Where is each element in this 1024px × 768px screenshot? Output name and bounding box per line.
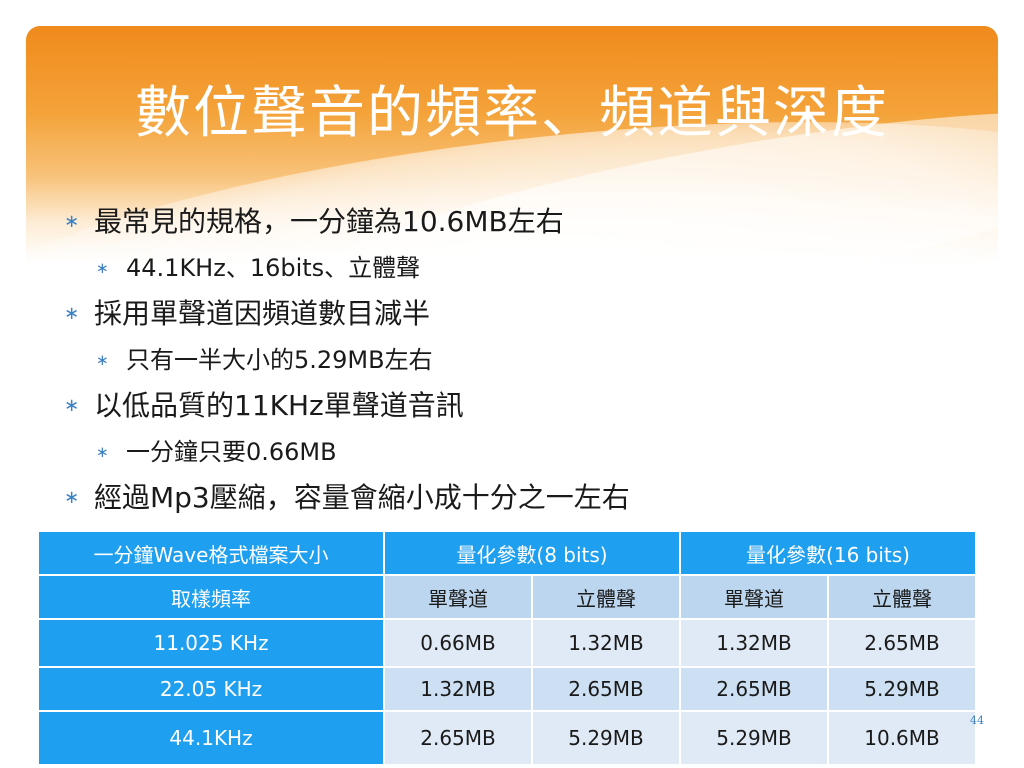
bullet-text: 只有一半大小的5.29MB左右 <box>126 346 433 374</box>
table-row: 11.025 KHz 0.66MB 1.32MB 1.32MB 2.65MB <box>37 618 978 668</box>
slide-title: 數位聲音的頻率、頻道與深度 <box>135 81 889 146</box>
table-subheader-cell: 取樣頻率 <box>37 574 385 620</box>
bullet-star-icon: ∗ <box>96 259 109 277</box>
file-size-table: 一分鐘Wave格式檔案大小 量化參數(8 bits) 量化參數(16 bits)… <box>37 530 978 766</box>
table-row: 22.05 KHz 1.32MB 2.65MB 2.65MB 5.29MB <box>37 666 978 712</box>
table-cell: 10.6MB <box>827 710 978 766</box>
bullet-star-icon: ∗ <box>96 351 109 369</box>
bullet-star-icon: ∗ <box>64 303 80 324</box>
table-cell: 5.29MB <box>827 666 978 712</box>
table-row-header: 22.05 KHz <box>37 666 385 712</box>
table-row-header: 44.1KHz <box>37 710 385 766</box>
table-row-header: 11.025 KHz <box>37 618 385 668</box>
sub-bullet-item: ∗ 一分鐘只要0.66MB <box>60 430 960 474</box>
bullet-item: ∗ 以低品質的11KHz單聲道音訊 <box>60 382 960 430</box>
table-header-cell: 一分鐘Wave格式檔案大小 <box>37 530 385 576</box>
table-header-cell: 量化參數(8 bits) <box>382 530 682 576</box>
bullet-list: ∗ 最常見的規格，一分鐘為10.6MB左右 ∗ 44.1KHz、16bits、立… <box>60 198 960 522</box>
bullet-text: 一分鐘只要0.66MB <box>126 438 337 466</box>
table-cell: 1.32MB <box>383 666 533 712</box>
table-header-row: 一分鐘Wave格式檔案大小 量化參數(8 bits) 量化參數(16 bits) <box>37 530 978 576</box>
bullet-star-icon: ∗ <box>64 487 80 508</box>
bullet-item: ∗ 經過Mp3壓縮，容量會縮小成十分之一左右 <box>60 474 960 522</box>
bullet-text: 44.1KHz、16bits、立體聲 <box>126 254 421 282</box>
bullet-text: 採用單聲道因頻道數目減半 <box>94 297 431 330</box>
title-banner <box>26 26 998 276</box>
table-row: 44.1KHz 2.65MB 5.29MB 5.29MB 10.6MB <box>37 710 978 766</box>
table-cell: 2.65MB <box>679 666 830 712</box>
bullet-text: 經過Mp3壓縮，容量會縮小成十分之一左右 <box>94 481 630 514</box>
table-subheader-row: 取樣頻率 單聲道 立體聲 單聲道 立體聲 <box>37 574 978 620</box>
table-subheader-cell: 立體聲 <box>827 574 978 620</box>
table-subheader-cell: 單聲道 <box>383 574 533 620</box>
bullet-star-icon: ∗ <box>64 395 80 416</box>
bullet-item: ∗ 採用單聲道因頻道數目減半 <box>60 290 960 338</box>
bullet-text: 以低品質的11KHz單聲道音訊 <box>94 389 464 422</box>
table-subheader-cell: 立體聲 <box>530 574 682 620</box>
table-cell: 2.65MB <box>383 710 533 766</box>
table-header-cell: 量化參數(16 bits) <box>679 530 978 576</box>
table-cell: 1.32MB <box>530 618 682 668</box>
table-cell: 0.66MB <box>383 618 533 668</box>
sub-bullet-item: ∗ 只有一半大小的5.29MB左右 <box>60 338 960 382</box>
table-cell: 2.65MB <box>827 618 978 668</box>
sub-bullet-item: ∗ 44.1KHz、16bits、立體聲 <box>60 246 960 290</box>
table-cell: 2.65MB <box>530 666 682 712</box>
bullet-star-icon: ∗ <box>64 211 80 232</box>
bullet-star-icon: ∗ <box>96 443 109 461</box>
table-cell: 5.29MB <box>530 710 682 766</box>
bullet-item: ∗ 最常見的規格，一分鐘為10.6MB左右 <box>60 198 960 246</box>
table-subheader-cell: 單聲道 <box>679 574 830 620</box>
page-number: 44 <box>970 714 984 727</box>
table-cell: 1.32MB <box>679 618 830 668</box>
bullet-text: 最常見的規格，一分鐘為10.6MB左右 <box>94 205 564 238</box>
table-cell: 5.29MB <box>679 710 830 766</box>
